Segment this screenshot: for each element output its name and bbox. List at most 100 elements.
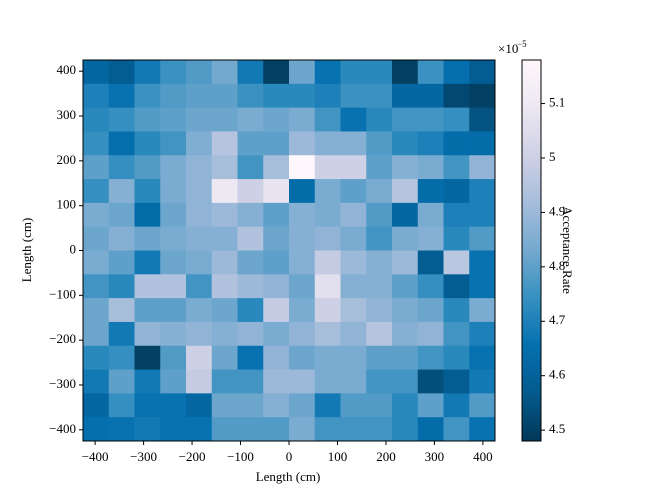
colorbar-exponent: −5 [517, 39, 527, 49]
heatmap-cell [211, 393, 238, 418]
heatmap-cell [366, 369, 393, 394]
heatmap-cell [366, 179, 393, 204]
heatmap-cell [263, 417, 290, 442]
heatmap-cell [314, 60, 341, 85]
heatmap-cell [443, 393, 470, 418]
heatmap-cell [443, 321, 470, 347]
heatmap-cell [417, 179, 444, 204]
heatmap-cell [392, 155, 419, 180]
heatmap-cell [263, 226, 290, 251]
heatmap-cell [392, 226, 419, 251]
heatmap-cell [211, 226, 238, 251]
heatmap-cell [211, 345, 238, 371]
heatmap-cell [469, 83, 496, 109]
y-tick-label: 400 [57, 62, 77, 77]
heatmap-cell [237, 321, 264, 347]
heatmap-cell [469, 179, 496, 204]
heatmap-cell [134, 250, 161, 275]
colorbar-label: Acceptance Rate [560, 206, 575, 294]
heatmap-cell [392, 417, 419, 442]
heatmap-cell [366, 321, 393, 347]
heatmap-cell [263, 298, 290, 323]
heatmap-cell [469, 107, 496, 132]
heatmap-cell [263, 202, 290, 228]
heatmap-cell [469, 202, 496, 228]
heatmap-cell [289, 417, 316, 442]
heatmap-cell [263, 369, 290, 394]
heatmap-cell [186, 274, 213, 299]
y-tick-label: 200 [57, 152, 77, 167]
heatmap-cell [237, 83, 264, 109]
heatmap-cell [417, 202, 444, 228]
heatmap-cell [83, 274, 110, 299]
heatmap-cell [469, 155, 496, 180]
heatmap-cell [417, 369, 444, 394]
y-axis-label: Length (cm) [19, 218, 34, 283]
heatmap-cell [366, 226, 393, 251]
heatmap-cell [134, 107, 161, 132]
heatmap-cell [83, 345, 110, 371]
colorbar-tick-label: 4.8 [549, 258, 565, 273]
colorbar-tick-label: 4.7 [549, 312, 566, 327]
heatmap-cell [314, 202, 341, 228]
heatmap-cell [289, 202, 316, 228]
heatmap-cell [417, 60, 444, 85]
heatmap-cell [417, 417, 444, 442]
heatmap-cell [83, 202, 110, 228]
heatmap-cell [366, 131, 393, 156]
colorbar-tick-label: 4.5 [549, 421, 565, 436]
heatmap-cell [417, 83, 444, 109]
heatmap-cell [392, 393, 419, 418]
heatmap-cell [340, 131, 367, 156]
heatmap-cell [340, 155, 367, 180]
heatmap-cell [160, 274, 187, 299]
heatmap-cell [160, 417, 187, 442]
heatmap-cell [134, 393, 161, 418]
heatmap-cell [134, 226, 161, 251]
heatmap-cell [83, 321, 110, 347]
x-axis-label: Length (cm) [256, 469, 321, 484]
y-tick-label: −100 [49, 286, 76, 301]
heatmap-cell [83, 226, 110, 251]
heatmap-cell [237, 202, 264, 228]
heatmap-cell [134, 369, 161, 394]
heatmap-cell [340, 298, 367, 323]
heatmap-cell [134, 155, 161, 180]
colorbar [521, 59, 542, 442]
heatmap-cell [340, 202, 367, 228]
heatmap-cell [134, 274, 161, 299]
heatmap-cell [417, 298, 444, 323]
heatmap-cell [108, 155, 135, 180]
heatmap-cell [366, 393, 393, 418]
heatmap-cell [289, 369, 316, 394]
heatmap-cell [263, 345, 290, 371]
heatmap-cell [186, 369, 213, 394]
heatmap-cell [211, 131, 238, 156]
heatmap-cell [186, 60, 213, 85]
heatmap-cell [469, 369, 496, 394]
heatmap-cell [108, 202, 135, 228]
heatmap-cell [211, 179, 238, 204]
heatmap-cell [289, 226, 316, 251]
y-tick-label: −400 [49, 421, 76, 436]
heatmap-cell [289, 298, 316, 323]
heatmap-cell [186, 83, 213, 109]
heatmap-cell [108, 321, 135, 347]
heatmap-cell [289, 274, 316, 299]
x-tick-label: −100 [227, 449, 254, 464]
heatmap-cell [366, 417, 393, 442]
heatmap-cell [314, 345, 341, 371]
y-tick-label: 300 [57, 107, 77, 122]
heatmap-cell [443, 298, 470, 323]
colorbar-tick-label: 5 [549, 149, 556, 164]
heatmap-cell [417, 107, 444, 132]
heatmap-cell [186, 131, 213, 156]
heatmap-cell [83, 417, 110, 442]
heatmap-cell [237, 226, 264, 251]
heatmap-cell [443, 226, 470, 251]
heatmap-cell [392, 131, 419, 156]
heatmap-cell [211, 155, 238, 180]
heatmap-cell [211, 321, 238, 347]
heatmap-cell [237, 179, 264, 204]
heatmap-cell [314, 250, 341, 275]
